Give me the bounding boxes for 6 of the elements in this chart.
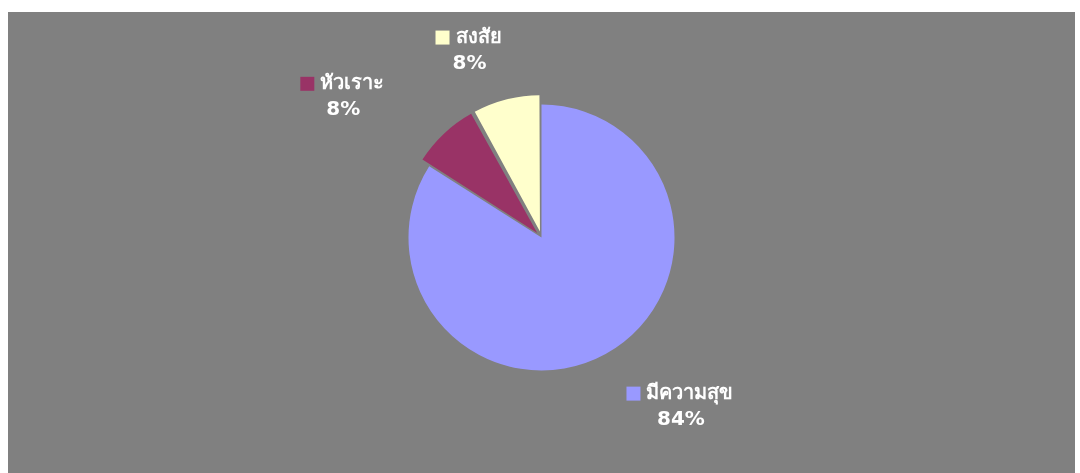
legend-label: หัวเราะ <box>320 70 385 95</box>
legend-label: สงสัย <box>455 23 502 48</box>
data-label: 8% <box>326 96 361 121</box>
legend-label: มีความสุข <box>646 379 734 405</box>
data-label: 84% <box>657 405 705 430</box>
data-label: 8% <box>452 49 487 74</box>
